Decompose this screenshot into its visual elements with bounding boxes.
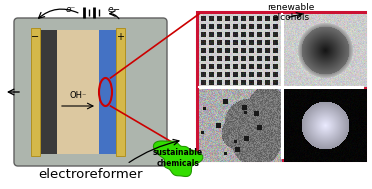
Bar [99,30,116,154]
Text: e⁻: e⁻ [65,5,76,13]
Bar [40,30,57,154]
Text: electroreformer: electroreformer [38,169,143,181]
Text: −: − [32,32,39,42]
Text: +: + [116,32,125,42]
Text: sustainable
chemicals: sustainable chemicals [153,148,203,168]
Bar [31,28,40,156]
FancyBboxPatch shape [14,18,167,166]
Polygon shape [153,141,203,177]
Text: renewable
alcohols: renewable alcohols [267,3,315,22]
Text: e−: e− [108,5,121,13]
Bar [116,28,125,156]
Bar [197,12,365,160]
Bar [57,30,99,154]
Text: OH⁻: OH⁻ [69,91,87,100]
